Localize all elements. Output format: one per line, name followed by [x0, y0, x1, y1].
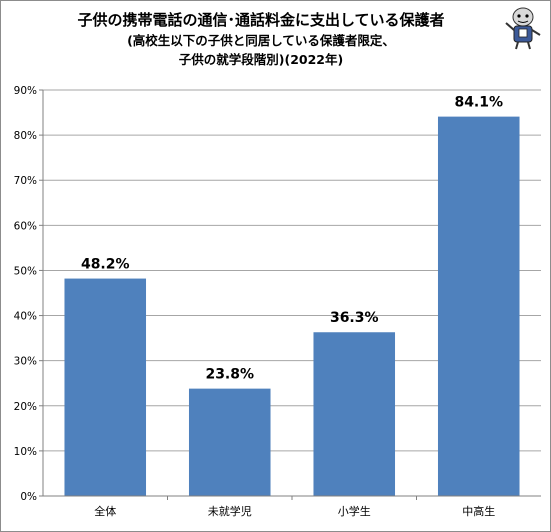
- y-tick-label: 40%: [14, 311, 37, 323]
- bar-1: [64, 278, 147, 496]
- chart-title: 子供の携帯電話の通信･通話料金に支出している保護者: [77, 11, 445, 29]
- x-category-label-2: 未就学児: [208, 504, 252, 518]
- data-label-2: 23.8%: [205, 367, 254, 383]
- mascot-character-icon: [505, 7, 541, 50]
- bars: [64, 116, 520, 497]
- bar-4: [437, 116, 520, 497]
- x-category-label-4: 中高生: [462, 504, 495, 518]
- axes: [39, 89, 541, 500]
- chart-subtitle-line2: 子供の就学段階別)(2022年): [178, 52, 344, 67]
- y-tick-label: 50%: [14, 265, 37, 277]
- y-tick-label: 20%: [14, 401, 37, 413]
- chart-title-block: 子供の携帯電話の通信･通話料金に支出している保護者 (高校生以下の子供と同居して…: [1, 9, 521, 69]
- data-label-4: 84.1%: [454, 95, 503, 111]
- y-tick-label: 30%: [14, 356, 37, 368]
- y-tick-label: 0%: [20, 491, 37, 503]
- data-label-3: 36.3%: [330, 310, 379, 326]
- y-tick-label: 70%: [14, 175, 37, 187]
- y-tick-label: 80%: [14, 130, 37, 142]
- y-tick-label: 60%: [14, 220, 37, 232]
- labels: 0% 10% 20% 30% 40% 50% 60% 70% 80% 90% 48.2% 全体 23.8…: [14, 85, 503, 518]
- x-category-label-1: 全体: [94, 504, 116, 518]
- bar-2: [188, 388, 271, 496]
- data-label-1: 48.2%: [81, 257, 130, 273]
- bar-3: [313, 332, 396, 496]
- x-category-label-3: 小学生: [338, 504, 371, 518]
- chart-subtitle-line1: (高校生以下の子供と同居している保護者限定、: [127, 33, 395, 48]
- y-tick-label: 90%: [14, 85, 37, 97]
- y-tick-label: 10%: [14, 446, 37, 458]
